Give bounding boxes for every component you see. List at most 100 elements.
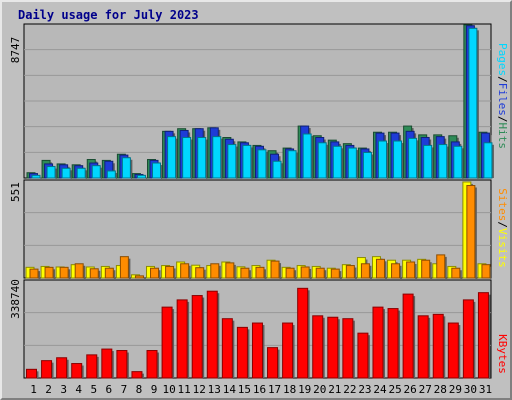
bottom-bar-kbytes-day-29: [447, 322, 459, 379]
day-label-28: 28: [434, 383, 447, 396]
bottom-ymax-label: 338740: [9, 279, 22, 319]
middle-ymax-label: 551: [9, 182, 22, 202]
top-bar-pages-day-31: [483, 142, 493, 179]
bottom-panel: [23, 279, 492, 379]
top-bar-pages-day-18: [287, 150, 297, 179]
bottom-bar-kbytes-day-6: [101, 348, 113, 379]
mid-legend-part: Visits: [496, 228, 509, 268]
top-bar-pages-day-27: [423, 144, 433, 179]
day-label-1: 1: [30, 383, 37, 396]
bottom-bar-kbytes-day-12: [191, 295, 203, 379]
day-label-24: 24: [373, 383, 387, 396]
top-bar-pages-day-11: [182, 137, 192, 179]
middle-bar-sites-day-20: [315, 267, 325, 279]
day-label-31: 31: [479, 383, 492, 396]
top-panel: [23, 23, 494, 179]
day-label-9: 9: [151, 383, 158, 396]
top-bar-pages-day-17: [272, 160, 282, 179]
middle-bar-sites-day-24: [375, 258, 385, 279]
day-label-23: 23: [358, 383, 371, 396]
bottom-bar-kbytes-day-28: [432, 313, 444, 379]
mid-legend-part: /: [496, 221, 509, 228]
bottom-bar-kbytes-day-24: [372, 306, 384, 379]
bottom-bar-kbytes-day-27: [417, 315, 429, 379]
middle-bar-sites-day-16: [255, 266, 265, 279]
middle-bar-sites-day-31: [481, 264, 491, 279]
bottom-bar-kbytes-day-16: [251, 322, 263, 379]
day-label-18: 18: [283, 383, 296, 396]
middle-bar-sites-day-28: [436, 254, 446, 279]
day-label-10: 10: [162, 383, 175, 396]
top-bar-pages-day-24: [377, 140, 387, 179]
top-bar-pages-day-15: [242, 144, 252, 179]
bottom-bar-kbytes-day-7: [116, 350, 128, 379]
top-bar-pages-day-8: [136, 174, 146, 179]
top-bar-pages-day-12: [197, 137, 207, 179]
bottom-bar-kbytes-day-4: [71, 363, 83, 379]
top-bar-pages-day-29: [453, 145, 463, 179]
top-bar-pages-day-9: [152, 162, 162, 179]
middle-bar-sites-day-29: [451, 267, 461, 279]
middle-bar-sites-day-19: [300, 266, 310, 279]
top-legend: Pages/Files/Hits: [496, 43, 509, 149]
mid-legend-part: Sites: [496, 188, 509, 221]
bottom-bar-kbytes-day-31: [477, 292, 489, 379]
day-label-25: 25: [388, 383, 401, 396]
bottom-bar-kbytes-day-14: [221, 318, 233, 379]
top-bar-pages-day-4: [76, 167, 86, 179]
day-label-30: 30: [464, 383, 477, 396]
top-bar-pages-day-14: [227, 144, 237, 179]
day-label-6: 6: [106, 383, 113, 396]
bottom-bar-kbytes-day-15: [236, 326, 248, 379]
top-bar-pages-day-26: [408, 137, 418, 179]
middle-bar-sites-day-27: [421, 259, 431, 279]
middle-bar-sites-day-22: [345, 265, 355, 279]
middle-bar-sites-day-18: [285, 267, 295, 279]
day-label-19: 19: [298, 383, 311, 396]
top-bar-pages-day-7: [121, 157, 131, 179]
top-bar-pages-day-16: [257, 149, 267, 179]
top-bar-pages-day-13: [212, 136, 222, 179]
middle-bar-sites-day-12: [195, 267, 205, 279]
top-legend-part: Pages: [496, 43, 509, 76]
bottom-bar-kbytes-day-25: [387, 308, 399, 379]
middle-bar-sites-day-23: [360, 263, 370, 279]
bottom-bar-kbytes-day-17: [267, 347, 279, 379]
bottom-bar-kbytes-day-9: [146, 350, 158, 379]
bottom-bar-kbytes-day-10: [161, 306, 173, 379]
chart-title: Daily usage for July 2023: [18, 8, 199, 22]
bot-legend-text: KBytes: [496, 334, 509, 374]
bot-legend-part: KBytes: [496, 334, 509, 374]
middle-bar-sites-day-9: [150, 267, 160, 279]
day-label-14: 14: [223, 383, 237, 396]
middle-legend: Sites/Visits: [496, 188, 509, 268]
middle-bar-sites-day-10: [165, 265, 175, 279]
day-label-2: 2: [45, 383, 52, 396]
middle-bar-sites-day-14: [225, 262, 235, 279]
middle-bar-sites-day-13: [210, 263, 220, 279]
top-bar-pages-day-30: [468, 27, 478, 179]
day-label-27: 27: [419, 383, 432, 396]
day-label-8: 8: [136, 383, 143, 396]
bottom-bar-kbytes-day-8: [131, 371, 143, 379]
bottom-bar-kbytes-day-13: [206, 290, 218, 379]
bottom-bar-kbytes-day-3: [56, 357, 68, 379]
middle-bar-sites-day-6: [104, 267, 114, 279]
day-label-15: 15: [238, 383, 251, 396]
middle-bar-sites-day-8: [134, 275, 144, 279]
top-legend-part: Hits: [496, 123, 509, 150]
middle-bar-sites-day-15: [240, 267, 250, 279]
middle-bar-sites-day-5: [89, 268, 99, 279]
day-label-11: 11: [178, 383, 191, 396]
top-bar-pages-day-28: [438, 144, 448, 179]
day-label-17: 17: [268, 383, 281, 396]
middle-panel: [23, 179, 492, 279]
top-bar-pages-day-23: [362, 151, 372, 179]
middle-bar-sites-day-11: [180, 263, 190, 279]
bottom-bar-kbytes-day-30: [462, 299, 474, 379]
bottom-bar-kbytes-day-1: [26, 368, 37, 379]
day-label-5: 5: [90, 383, 97, 396]
middle-bar-sites-day-17: [270, 260, 280, 279]
middle-bar-sites-day-26: [406, 261, 416, 279]
